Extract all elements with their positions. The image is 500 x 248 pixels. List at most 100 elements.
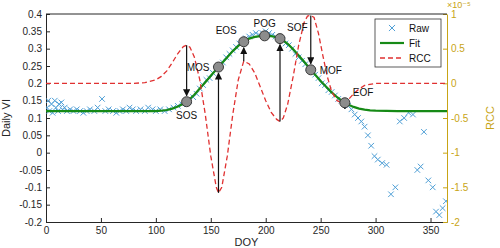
tick-label: 350 [423, 225, 440, 236]
chart-container: 050100150200250300350-0.2-0.15-0.1-0.050… [0, 0, 500, 248]
raw-point [397, 119, 403, 125]
annotations: SOSMOSEOSPOGSOFMOFEOF [176, 15, 373, 192]
tick-label: 0.1 [28, 113, 42, 124]
tick-label: 0 [451, 78, 457, 89]
tick-label: -1.5 [451, 182, 469, 193]
legend-symbol [380, 57, 404, 58]
plot-background [46, 14, 447, 222]
tick-label: 100 [148, 225, 165, 236]
y-axis-title: Daily VI [0, 99, 12, 137]
tick-mark [101, 218, 102, 222]
annotation-label: MOF [320, 65, 342, 76]
tick: 0.25 [23, 61, 50, 72]
tick: -1 [443, 147, 460, 158]
tick-mark [443, 187, 447, 188]
legend-box [375, 19, 441, 67]
tick-mark [46, 66, 50, 67]
tick-label: 250 [313, 225, 330, 236]
tick-label: 0.4 [28, 9, 42, 20]
tick-mark [156, 218, 157, 222]
tick-label: 0.5 [451, 43, 465, 54]
frame-top [46, 14, 447, 15]
annotation-label: SOS [176, 110, 197, 121]
tick-label: 1 [451, 9, 457, 20]
tick: 0 [443, 78, 457, 89]
tick-mark [443, 222, 447, 223]
tick-label: -0.15 [19, 199, 42, 210]
tick: 0.35 [23, 26, 50, 37]
tick: 150 [203, 218, 220, 236]
legend-symbol [380, 42, 404, 44]
y2-axis: -2 -1.5 -1 -0.5 0 0.5 1 [443, 9, 469, 228]
tick-mark [46, 31, 50, 32]
tick: 0.3 [28, 43, 50, 54]
legend-label: RCC [409, 53, 431, 64]
raw-point [375, 157, 381, 163]
raw-point [410, 112, 416, 118]
x-axis-title: DOY [235, 236, 260, 248]
raw-point [59, 100, 65, 106]
tick-mark [46, 187, 50, 188]
tick-label: -2 [451, 217, 460, 228]
arrow [310, 15, 311, 63]
tick-mark [443, 153, 447, 154]
tick-mark [46, 118, 50, 119]
tick: 0.5 [443, 43, 465, 54]
tick-mark [321, 218, 322, 222]
tick: 50 [96, 218, 108, 236]
tick-mark [46, 205, 50, 206]
tick-mark [443, 118, 447, 119]
tick: 0.15 [23, 95, 50, 106]
raw-point [368, 143, 374, 149]
annotation-label: POG [254, 18, 276, 29]
tick: -0.5 [443, 113, 469, 124]
annotation-label: MOS [187, 62, 210, 73]
tick: -0.1 [25, 182, 50, 193]
tick-mark [431, 218, 432, 222]
annotation-label: EOF [353, 87, 374, 98]
tick-mark [46, 222, 50, 223]
phenology-point [306, 65, 316, 75]
tick-mark [211, 218, 212, 222]
plot: 050100150200250300350-0.2-0.15-0.1-0.050… [19, 9, 468, 236]
raw-point [437, 212, 443, 218]
legend-label: Fit [409, 38, 420, 49]
tick: 0.1 [28, 113, 50, 124]
phenology-point [213, 62, 223, 72]
chart: 050100150200250300350-0.2-0.15-0.1-0.050… [0, 0, 500, 248]
tick-label: 0.25 [23, 61, 43, 72]
raw-point [421, 129, 427, 135]
tick-label: -0.5 [451, 113, 469, 124]
phenology-point [260, 31, 270, 41]
raw-point [426, 178, 432, 184]
tick: -0.05 [19, 165, 50, 176]
raw-point [362, 124, 368, 130]
x-axis: 0 50 100 150 200 250 300 350 [44, 218, 448, 236]
tick-label: 150 [203, 225, 220, 236]
tick: 200 [258, 218, 275, 236]
data-area [46, 15, 447, 217]
raw-point [388, 191, 394, 197]
raw-point [401, 115, 407, 121]
raw-point [95, 105, 101, 111]
tick-mark [46, 135, 50, 136]
tick-label: 0.2 [28, 78, 42, 89]
raw-point [379, 160, 385, 166]
tick-label: 0 [36, 147, 42, 158]
tick-label: -0.1 [25, 182, 43, 193]
tick: 100 [148, 218, 165, 236]
tick-label: -0.05 [19, 165, 42, 176]
line-series [46, 15, 447, 192]
tick-label: 0.3 [28, 43, 42, 54]
raw-point [52, 98, 58, 104]
tick-label: 200 [258, 225, 275, 236]
tick-label: 0 [44, 225, 50, 236]
arrow [243, 48, 244, 61]
raw-point [359, 119, 365, 125]
raw-point [365, 133, 371, 139]
legend: RawFitRCC [375, 19, 441, 67]
tick-label: 300 [368, 225, 385, 236]
tick-mark [46, 49, 50, 50]
tick-mark [266, 218, 267, 222]
tick-mark [46, 170, 50, 171]
